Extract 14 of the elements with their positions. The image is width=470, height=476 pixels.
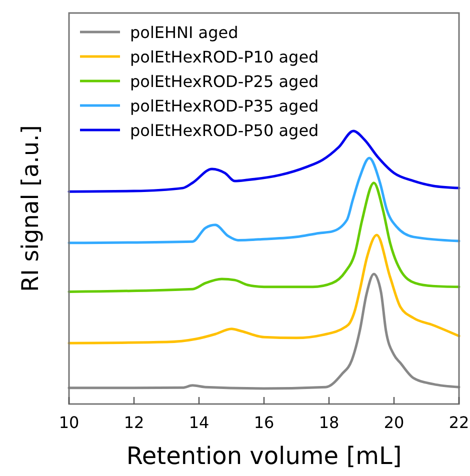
legend-label: polEtHexROD-P35 aged xyxy=(130,96,319,116)
x-tick-label: 10 xyxy=(58,413,80,432)
x-tick-label: 14 xyxy=(188,413,210,432)
legend-label: polEtHexROD-P10 aged xyxy=(130,48,319,66)
legend-label: polEtHexROD-P50 aged xyxy=(130,121,319,140)
x-tick-label: 20 xyxy=(384,413,404,432)
x-tick-label: 22 xyxy=(448,413,470,432)
x-axis-title: Retention volume [mL] xyxy=(126,442,402,470)
y-axis-title: RI signal [a.u.] xyxy=(18,125,44,292)
legend-label: polEHNI aged xyxy=(130,23,238,42)
x-tick-label: 18 xyxy=(318,413,340,432)
x-tick-label: 16 xyxy=(254,413,274,432)
legend-label: polEtHexROD-P25 aged xyxy=(130,72,319,91)
x-tick-label: 12 xyxy=(124,413,144,432)
